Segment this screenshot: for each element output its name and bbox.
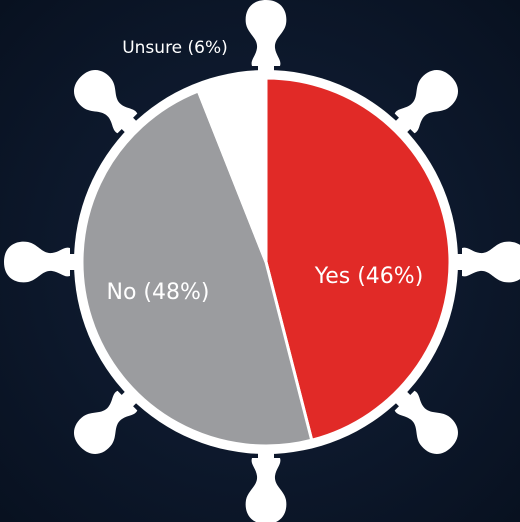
slice-label: No (48%): [107, 280, 210, 305]
pie-slice: [80, 89, 314, 448]
slices: [80, 76, 452, 448]
slice-label: Yes (46%): [314, 264, 424, 289]
pie-slice: [264, 76, 452, 442]
labels: Yes (46%) No (48%) Unsure (6%): [107, 38, 424, 305]
pie-slice: [196, 76, 268, 264]
slice-label: Unsure (6%): [122, 38, 228, 58]
